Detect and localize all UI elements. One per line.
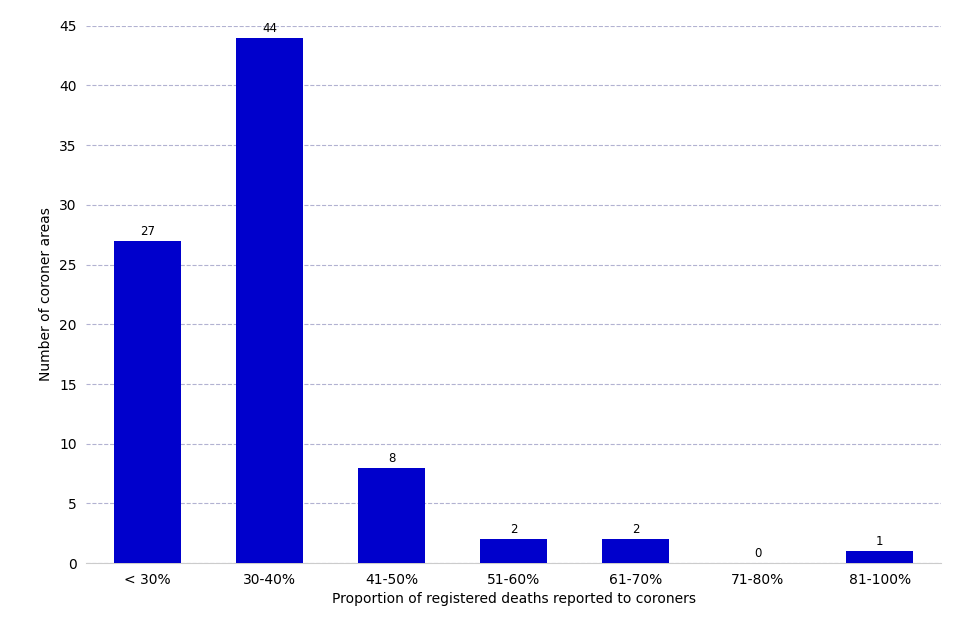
X-axis label: Proportion of registered deaths reported to coroners: Proportion of registered deaths reported… [331, 593, 696, 607]
Text: 1: 1 [876, 535, 883, 548]
Bar [602, 540, 669, 563]
Y-axis label: Number of coroner areas: Number of coroner areas [39, 207, 54, 381]
Bar [114, 241, 181, 563]
Bar [236, 38, 303, 563]
Text: 27: 27 [140, 225, 155, 237]
Text: 0: 0 [754, 547, 761, 560]
Bar [358, 468, 425, 563]
Text: 2: 2 [632, 524, 639, 536]
Text: 2: 2 [510, 524, 517, 536]
Bar [846, 551, 913, 563]
Text: 8: 8 [388, 452, 396, 465]
Bar [480, 540, 547, 563]
Text: 44: 44 [262, 22, 277, 35]
